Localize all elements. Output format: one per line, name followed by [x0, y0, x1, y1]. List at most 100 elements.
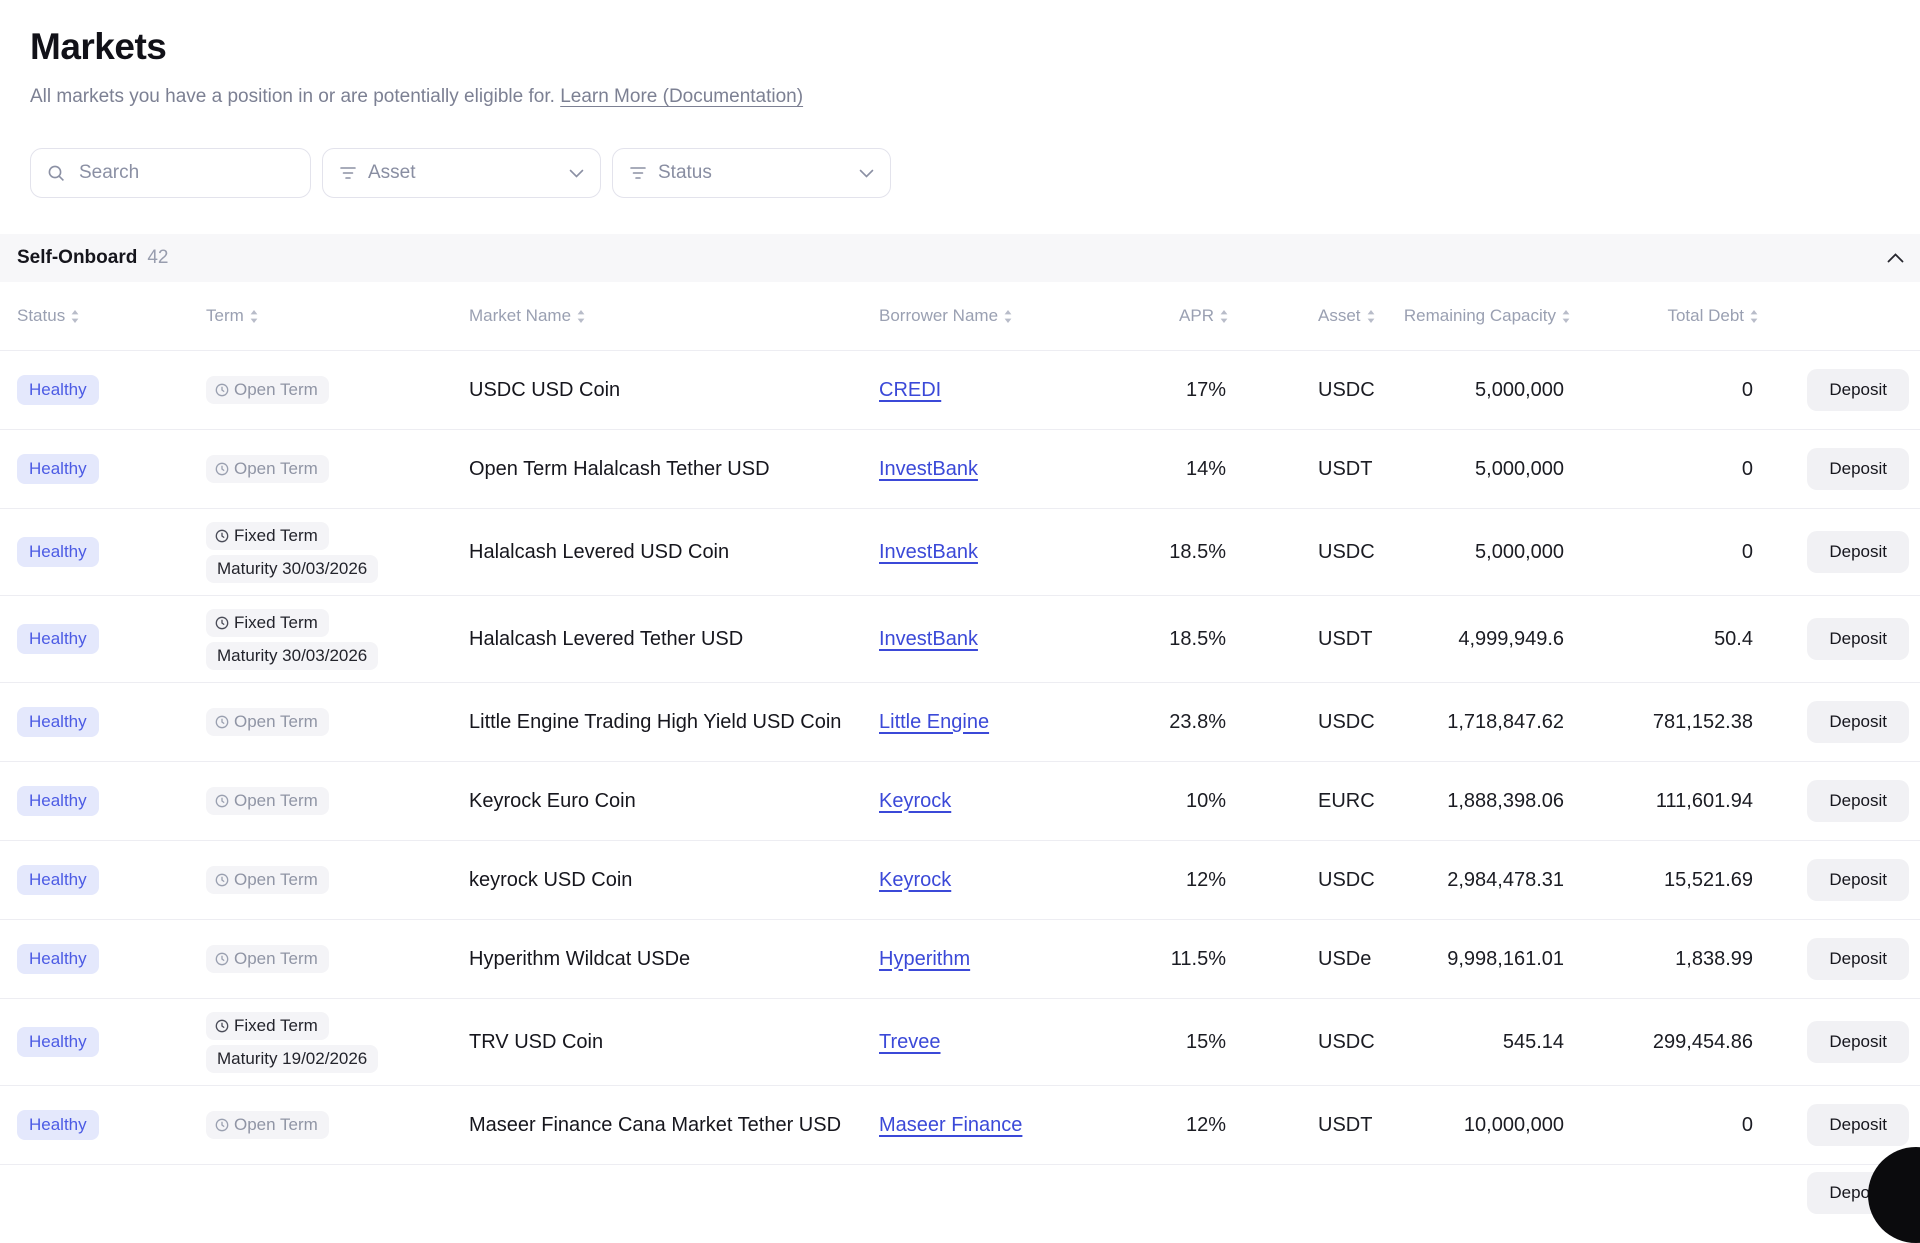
clock-icon	[215, 383, 229, 397]
deposit-button[interactable]: Deposit	[1807, 448, 1909, 490]
sort-icon	[1367, 310, 1375, 323]
filter-bar: Asset Status	[0, 148, 1920, 198]
chevron-up-icon[interactable]	[1887, 253, 1904, 263]
borrower-cell: Trevee	[879, 1031, 1139, 1054]
deposit-button[interactable]: Deposit	[1807, 938, 1909, 980]
asset-value: USDC	[1240, 711, 1390, 734]
table-row[interactable]: Healthy Open Term Maseer Finance Cana Ma…	[0, 1086, 1920, 1165]
deposit-button[interactable]: Deposit	[1807, 780, 1909, 822]
table-row[interactable]: Healthy Fixed Term Maturity 30/03/2026 H…	[0, 596, 1920, 683]
clock-icon	[215, 952, 229, 966]
column-header-market-name[interactable]: Market Name	[469, 306, 879, 326]
table-row[interactable]: Healthy Open Term Keyrock Euro Coin Keyr…	[0, 762, 1920, 841]
term-label: Fixed Term	[234, 526, 318, 546]
borrower-link[interactable]: InvestBank	[879, 458, 978, 480]
asset-value: USDT	[1240, 458, 1390, 481]
chevron-down-icon	[859, 169, 874, 178]
table-row[interactable]: Healthy Fixed Term Maturity 30/03/2026 H…	[0, 509, 1920, 596]
column-header-remaining-capacity[interactable]: Remaining Capacity	[1390, 306, 1580, 326]
status-filter-dropdown[interactable]: Status	[612, 148, 891, 198]
deposit-button[interactable]: Deposit	[1807, 701, 1909, 743]
documentation-link[interactable]: Learn More (Documentation)	[560, 86, 803, 107]
status-badge: Healthy	[17, 375, 99, 405]
status-cell: Healthy	[17, 1027, 206, 1057]
maturity-pill: Maturity 30/03/2026	[206, 555, 378, 583]
term-cell: Open Term	[206, 447, 469, 491]
deposit-button[interactable]: Deposit	[1807, 618, 1909, 660]
table-row[interactable]: Healthy Open Term Little Engine Trading …	[0, 683, 1920, 762]
clock-icon	[215, 462, 229, 476]
clock-icon	[215, 715, 229, 729]
status-badge: Healthy	[17, 865, 99, 895]
search-input[interactable]	[77, 161, 294, 185]
borrower-link[interactable]: Keyrock	[879, 869, 951, 891]
borrower-cell: CREDI	[879, 379, 1139, 402]
remaining-capacity-value: 2,984,478.31	[1390, 869, 1580, 892]
asset-value: USDT	[1240, 628, 1390, 651]
remaining-capacity-value: 1,888,398.06	[1390, 790, 1580, 813]
table-row[interactable]: Healthy Open Term Hyperithm Wildcat USDe…	[0, 920, 1920, 999]
term-label: Open Term	[234, 791, 318, 811]
column-header-apr[interactable]: APR	[1139, 306, 1240, 326]
borrower-link[interactable]: InvestBank	[879, 541, 978, 563]
market-name: USDC USD Coin	[469, 379, 879, 402]
deposit-button[interactable]: Deposit	[1807, 369, 1909, 411]
column-header-total-debt[interactable]: Total Debt	[1580, 306, 1770, 326]
borrower-link[interactable]: Keyrock	[879, 790, 951, 812]
maturity-pill: Maturity 30/03/2026	[206, 642, 378, 670]
borrower-link[interactable]: Little Engine	[879, 711, 989, 733]
column-header-borrower-name[interactable]: Borrower Name	[879, 306, 1139, 326]
term-pill: Open Term	[206, 455, 329, 483]
table-row-partial[interactable]: Deposit	[0, 1165, 1920, 1214]
borrower-link[interactable]: Hyperithm	[879, 948, 970, 970]
status-cell: Healthy	[17, 624, 206, 654]
action-cell: Deposit	[1770, 618, 1909, 660]
table-row[interactable]: Healthy Fixed Term Maturity 19/02/2026 T…	[0, 999, 1920, 1086]
deposit-button[interactable]: Deposit	[1807, 1104, 1909, 1146]
status-cell: Healthy	[17, 1110, 206, 1140]
table-row[interactable]: Healthy Open Term Open Term Halalcash Te…	[0, 430, 1920, 509]
term-pill: Fixed Term	[206, 1012, 329, 1040]
self-onboard-section-header[interactable]: Self-Onboard 42	[0, 234, 1920, 282]
table-row[interactable]: Healthy Open Term USDC USD Coin CREDI 17…	[0, 351, 1920, 430]
term-cell: Open Term	[206, 1103, 469, 1147]
asset-value: USDe	[1240, 948, 1390, 971]
action-cell: Deposit	[1770, 369, 1909, 411]
sort-icon	[577, 310, 585, 323]
term-cell: Open Term	[206, 779, 469, 823]
borrower-link[interactable]: Trevee	[879, 1031, 941, 1053]
status-badge: Healthy	[17, 786, 99, 816]
deposit-button[interactable]: Deposit	[1807, 859, 1909, 901]
status-badge: Healthy	[17, 707, 99, 737]
term-cell: Open Term	[206, 858, 469, 902]
asset-value: USDC	[1240, 1031, 1390, 1054]
borrower-link[interactable]: CREDI	[879, 379, 941, 401]
search-box[interactable]	[30, 148, 311, 198]
clock-icon	[215, 794, 229, 808]
total-debt-value: 0	[1580, 379, 1770, 402]
clock-icon	[215, 1019, 229, 1033]
column-header-status[interactable]: Status	[17, 306, 206, 326]
term-pill: Open Term	[206, 945, 329, 973]
market-rows: Healthy Open Term USDC USD Coin CREDI 17…	[0, 351, 1920, 1165]
page-subtitle: All markets you have a position in or ar…	[30, 86, 1890, 108]
remaining-capacity-value: 4,999,949.6	[1390, 628, 1580, 651]
asset-filter-dropdown[interactable]: Asset	[322, 148, 601, 198]
status-badge: Healthy	[17, 624, 99, 654]
deposit-button[interactable]: Deposit	[1807, 1021, 1909, 1063]
total-debt-value: 111,601.94	[1580, 790, 1770, 813]
column-header-asset[interactable]: Asset	[1240, 306, 1390, 326]
remaining-capacity-value: 5,000,000	[1390, 379, 1580, 402]
borrower-link[interactable]: Maseer Finance	[879, 1114, 1022, 1136]
borrower-link[interactable]: InvestBank	[879, 628, 978, 650]
table-row[interactable]: Healthy Open Term keyrock USD Coin Keyro…	[0, 841, 1920, 920]
term-pill: Fixed Term	[206, 522, 329, 550]
term-label: Open Term	[234, 870, 318, 890]
remaining-capacity-value: 9,998,161.01	[1390, 948, 1580, 971]
remaining-capacity-value: 5,000,000	[1390, 541, 1580, 564]
action-cell: Deposit	[1770, 701, 1909, 743]
asset-value: USDC	[1240, 379, 1390, 402]
deposit-button[interactable]: Deposit	[1807, 531, 1909, 573]
column-header-term[interactable]: Term	[206, 306, 469, 326]
sort-icon	[1220, 310, 1228, 323]
